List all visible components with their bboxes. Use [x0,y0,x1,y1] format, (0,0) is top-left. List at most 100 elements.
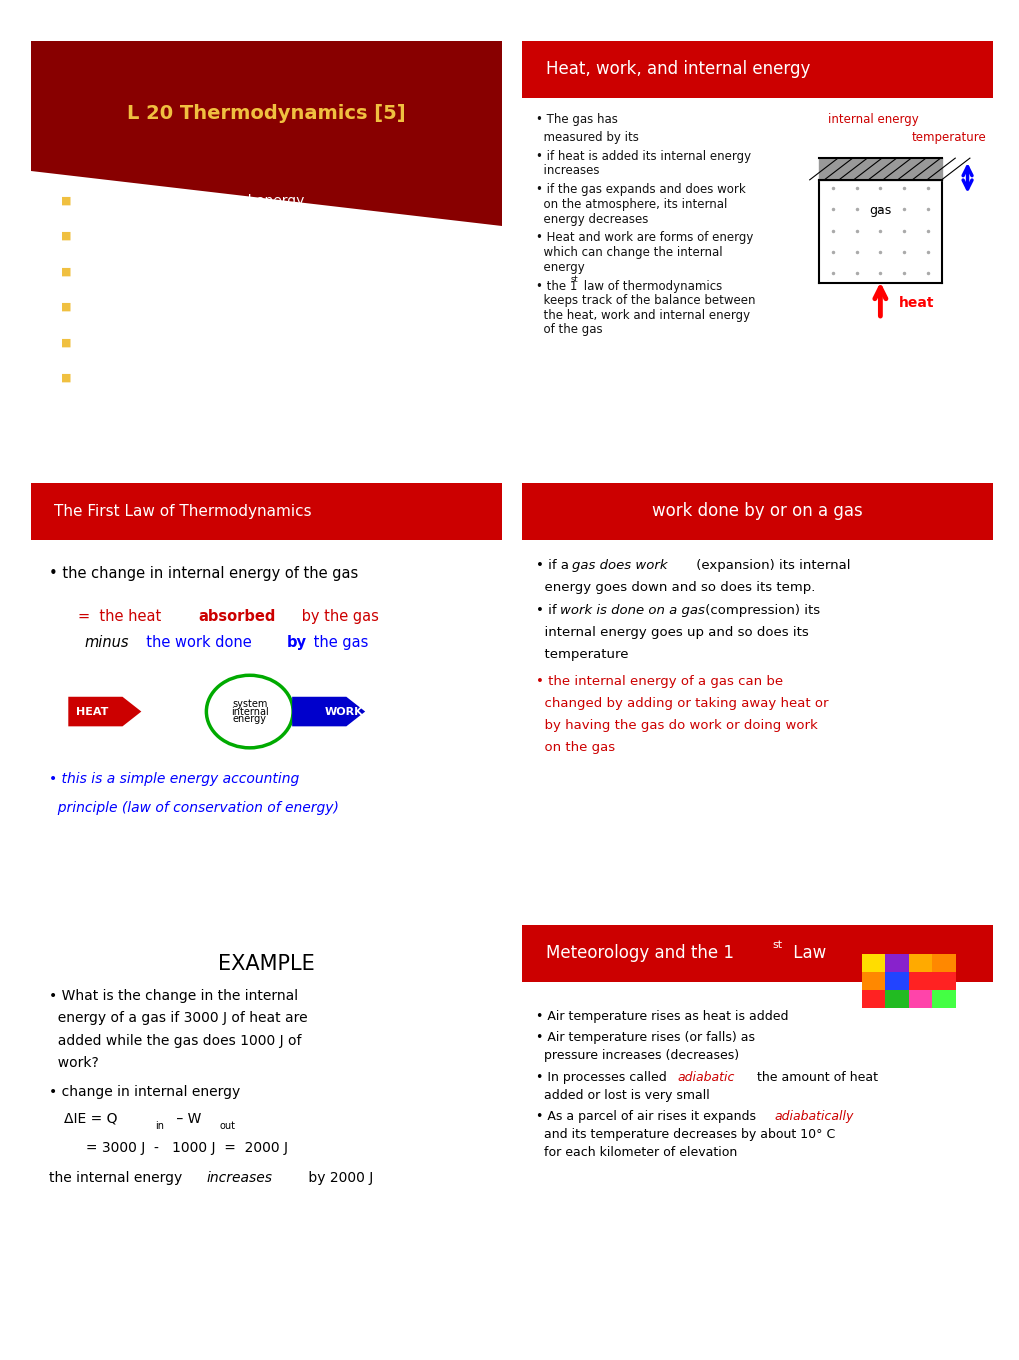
Text: increases: increases [536,165,599,177]
Text: ■: ■ [61,337,71,348]
Text: the heat, work and internal energy: the heat, work and internal energy [536,309,750,322]
Text: • change in internal energy: • change in internal energy [49,1085,240,1099]
Bar [931,990,955,1008]
Bar [861,955,884,972]
Text: • if heat is added its internal energy: • if heat is added its internal energy [536,150,751,163]
Text: ΔIE = Q: ΔIE = Q [63,1112,117,1126]
Text: energy decreases: energy decreases [536,212,648,226]
Text: Heat engines: Heat engines [85,301,176,314]
Text: order to disorder → entropy: order to disorder → entropy [85,336,276,350]
Text: gas: gas [868,204,891,216]
Text: ■: ■ [61,373,71,384]
Text: in: in [155,1121,164,1130]
Text: • As a parcel of air rises it expands: • As a parcel of air rises it expands [536,1110,759,1123]
Bar [884,990,908,1008]
Text: changed by adding or taking away heat or: changed by adding or taking away heat or [536,698,828,710]
Text: HEAT: HEAT [75,707,108,717]
Text: energy: energy [536,261,585,273]
Text: ■: ■ [61,196,71,205]
Text: for each kilometer of elevation: for each kilometer of elevation [536,1146,737,1159]
Text: • Heat and work are forms of energy: • Heat and work are forms of energy [536,231,753,245]
Text: temperature: temperature [910,131,985,144]
Text: • Air temperature rises (or falls) as: • Air temperature rises (or falls) as [536,1031,755,1044]
Text: principle (law of conservation of energy): principle (law of conservation of energy… [49,801,339,815]
Text: • if the gas expands and does work: • if the gas expands and does work [536,184,745,196]
Text: work is done on a gas: work is done on a gas [559,604,704,617]
Text: WORK: WORK [324,707,363,717]
Text: • the 1: • the 1 [536,280,577,292]
Text: increases: increases [207,1171,272,1185]
Bar [908,955,931,972]
Text: ■: ■ [61,302,71,311]
Text: internal energy goes up and so does its: internal energy goes up and so does its [536,626,808,639]
Bar [931,955,955,972]
Text: heat, work, and internal energy: heat, work, and internal energy [85,193,304,208]
Text: = 3000 J  -   1000 J  =  2000 J: = 3000 J - 1000 J = 2000 J [63,1141,287,1155]
Bar [908,972,931,990]
Text: the internal energy: the internal energy [49,1171,186,1185]
Text: internal: internal [230,707,268,717]
FancyArrow shape [68,696,142,726]
Text: on the atmosphere, its internal: on the atmosphere, its internal [536,199,727,211]
Text: the work done: the work done [137,635,256,650]
Bar [884,972,908,990]
Text: by 2000 J: by 2000 J [304,1171,373,1185]
Text: absorbed: absorbed [198,609,275,624]
Text: added while the gas does 1000 J of: added while the gas does 1000 J of [49,1034,302,1047]
Text: work done by or on a gas: work done by or on a gas [652,502,862,520]
Text: • Air temperature rises as heat is added: • Air temperature rises as heat is added [536,1010,788,1023]
Text: work?: work? [49,1057,99,1070]
Polygon shape [31,41,501,226]
Text: • The gas has: • The gas has [536,113,622,126]
FancyArrow shape [291,696,365,726]
Text: • the internal energy of a gas can be: • the internal energy of a gas can be [536,676,783,688]
Text: on the gas: on the gas [536,741,614,753]
Text: and its temperature decreases by about 10° C: and its temperature decreases by about 1… [536,1129,835,1141]
Text: law of thermodynamics: law of thermodynamics [169,228,336,243]
Text: • if a: • if a [536,559,573,573]
Text: • if: • if [536,604,560,617]
Text: (compression) its: (compression) its [701,604,819,617]
Circle shape [206,676,292,748]
Text: internal energy: internal energy [827,113,918,126]
Text: the gas: the gas [309,635,368,650]
Text: st: st [771,940,782,951]
Text: the amount of heat: the amount of heat [752,1070,877,1084]
Text: energy of a gas if 3000 J of heat are: energy of a gas if 3000 J of heat are [49,1012,308,1025]
Text: – W: – W [172,1112,201,1126]
Text: added or lost is very small: added or lost is very small [536,1089,709,1102]
Text: (expansion) its internal: (expansion) its internal [691,559,850,573]
Text: which can change the internal: which can change the internal [536,246,722,260]
Text: by the gas: by the gas [297,609,379,624]
Text: • What is the change in the internal: • What is the change in the internal [49,989,299,1002]
Text: by: by [286,635,307,650]
Text: L 20 Thermodynamics [5]: L 20 Thermodynamics [5] [126,105,406,124]
Text: ■: ■ [61,231,71,241]
Text: adiabatically: adiabatically [773,1110,853,1123]
Bar [908,990,931,1008]
Text: EXAMPLE: EXAMPLE [218,955,314,974]
Text: the 2: the 2 [85,265,120,279]
Bar [522,925,993,982]
Text: energy goes down and so does its temp.: energy goes down and so does its temp. [536,581,815,594]
Text: measured by its: measured by its [536,131,642,144]
Text: law of thermodynamics: law of thermodynamics [579,280,721,292]
Text: • In processes called: • In processes called [536,1070,671,1084]
Text: adiabatic: adiabatic [677,1070,735,1084]
Text: st: st [571,275,578,284]
Bar [931,972,955,990]
Text: temperature: temperature [536,647,629,661]
Text: system: system [231,699,267,709]
Bar [861,990,884,1008]
Text: Meteorology and the 1: Meteorology and the 1 [545,944,733,962]
Text: energy: energy [232,714,266,725]
Text: by having the gas do work or doing work: by having the gas do work or doing work [536,719,817,732]
Text: of the gas: of the gas [536,324,602,336]
Text: keeps track of the balance between: keeps track of the balance between [536,294,755,307]
Text: Hybrid cars: Hybrid cars [85,371,164,385]
Bar [522,483,993,540]
Text: Heat, work, and internal energy: Heat, work, and internal energy [545,60,809,78]
Text: the 1: the 1 [85,228,120,243]
Text: • the change in internal energy of the gas: • the change in internal energy of the g… [49,566,359,581]
Text: Law: Law [788,944,826,962]
